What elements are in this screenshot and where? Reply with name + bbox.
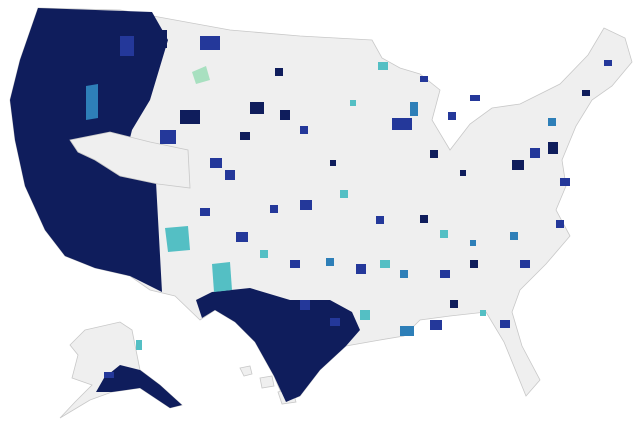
county bbox=[510, 232, 518, 240]
county bbox=[225, 170, 235, 180]
county bbox=[604, 60, 612, 66]
county bbox=[582, 90, 590, 96]
county bbox=[512, 160, 524, 170]
county-group bbox=[212, 262, 232, 292]
county bbox=[460, 170, 466, 176]
county bbox=[200, 36, 220, 50]
county bbox=[290, 260, 300, 268]
county bbox=[376, 216, 384, 224]
county bbox=[240, 132, 250, 140]
county bbox=[120, 36, 134, 56]
county bbox=[300, 200, 312, 210]
county bbox=[548, 118, 556, 126]
county bbox=[356, 264, 366, 274]
county bbox=[430, 150, 438, 158]
county bbox=[450, 300, 458, 308]
county bbox=[378, 62, 388, 70]
county bbox=[440, 230, 448, 238]
texas-region bbox=[196, 288, 360, 402]
county bbox=[360, 310, 370, 320]
county bbox=[340, 190, 348, 198]
county bbox=[180, 110, 200, 124]
county bbox=[160, 130, 176, 144]
county bbox=[275, 68, 283, 76]
county bbox=[270, 205, 278, 213]
county bbox=[448, 112, 456, 120]
county-group bbox=[192, 66, 210, 84]
county bbox=[420, 215, 428, 223]
county bbox=[260, 250, 268, 258]
county bbox=[380, 260, 390, 268]
county bbox=[440, 270, 450, 278]
county bbox=[400, 326, 414, 336]
county bbox=[280, 110, 290, 120]
county-group bbox=[86, 84, 98, 120]
unshaded-area bbox=[69, 131, 191, 189]
alaska-region bbox=[96, 365, 182, 408]
county bbox=[155, 30, 167, 48]
county-group bbox=[165, 226, 190, 252]
county bbox=[530, 148, 540, 158]
county bbox=[500, 320, 510, 328]
county bbox=[136, 340, 142, 350]
county bbox=[548, 142, 558, 154]
county bbox=[236, 232, 248, 242]
contiguous-us bbox=[9, 7, 633, 403]
counties bbox=[104, 30, 612, 378]
county bbox=[556, 220, 564, 228]
county bbox=[300, 126, 308, 134]
county bbox=[392, 118, 412, 130]
county bbox=[420, 76, 428, 82]
county bbox=[326, 258, 334, 266]
county bbox=[330, 318, 340, 326]
county bbox=[330, 160, 336, 166]
county bbox=[560, 178, 570, 186]
hawaii bbox=[239, 365, 253, 377]
county bbox=[200, 208, 210, 216]
county bbox=[480, 310, 486, 316]
hawaii bbox=[259, 375, 275, 389]
county bbox=[104, 372, 114, 378]
county bbox=[520, 260, 530, 268]
county bbox=[470, 95, 480, 101]
county bbox=[116, 60, 126, 78]
county bbox=[470, 240, 476, 246]
county bbox=[210, 158, 222, 168]
county bbox=[470, 260, 478, 268]
county bbox=[430, 320, 442, 330]
county bbox=[400, 270, 408, 278]
county bbox=[300, 300, 310, 310]
county bbox=[410, 102, 418, 116]
county bbox=[250, 102, 264, 114]
county bbox=[350, 100, 356, 106]
